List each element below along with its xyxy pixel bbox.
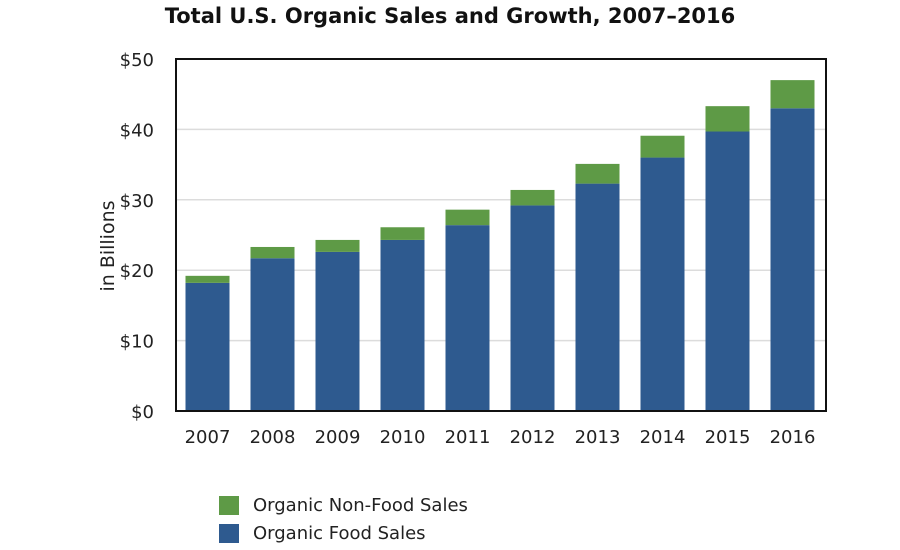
legend-swatch-food bbox=[219, 524, 239, 543]
y-tick-label: $50 bbox=[120, 50, 154, 71]
bar-food bbox=[445, 225, 490, 411]
y-tick-label: $30 bbox=[120, 191, 154, 212]
legend-label-non-food: Organic Non-Food Sales bbox=[253, 495, 468, 516]
bar-non-food bbox=[445, 209, 490, 226]
chart-title: Total U.S. Organic Sales and Growth, 200… bbox=[164, 4, 736, 28]
bar-food bbox=[250, 258, 295, 411]
bar-food bbox=[185, 282, 230, 411]
bar-non-food bbox=[250, 246, 295, 259]
bar-non-food bbox=[510, 189, 555, 206]
x-tick-label: 2010 bbox=[380, 427, 426, 448]
bar-non-food bbox=[770, 80, 815, 109]
bar-food bbox=[770, 108, 815, 411]
bar-non-food bbox=[640, 135, 685, 158]
bar-food bbox=[705, 131, 750, 411]
bar-non-food bbox=[380, 227, 425, 240]
y-tick-label: $20 bbox=[120, 261, 154, 282]
legend-label-food: Organic Food Sales bbox=[253, 523, 426, 544]
bar-food bbox=[575, 183, 620, 411]
x-tick-label: 2012 bbox=[510, 427, 556, 448]
legend-item-non-food: Organic Non-Food Sales bbox=[219, 495, 468, 516]
x-tick-label: 2011 bbox=[445, 427, 491, 448]
y-tick-label: $0 bbox=[131, 402, 154, 423]
bar-food bbox=[640, 157, 685, 411]
y-axis-label: in Billions bbox=[97, 200, 119, 292]
x-tick-label: 2009 bbox=[315, 427, 361, 448]
bar-non-food bbox=[575, 163, 620, 184]
x-tick-label: 2016 bbox=[770, 427, 816, 448]
bar-food bbox=[315, 251, 360, 411]
x-tick-label: 2013 bbox=[575, 427, 621, 448]
plot-frame bbox=[175, 58, 827, 412]
bar-non-food bbox=[315, 239, 360, 252]
legend-swatch-non-food bbox=[219, 496, 239, 515]
y-tick-label: $40 bbox=[120, 120, 154, 141]
legend-item-food: Organic Food Sales bbox=[219, 523, 426, 544]
x-tick-label: 2008 bbox=[250, 427, 296, 448]
x-tick-label: 2015 bbox=[705, 427, 751, 448]
stacked-bar-chart: $0 $10 $20 $30 $40 $50 2007 2008 2009 2010 2011 201… bbox=[120, 50, 827, 448]
x-tick-label: 2007 bbox=[185, 427, 231, 448]
x-tick-label: 2014 bbox=[640, 427, 686, 448]
bar-non-food bbox=[705, 106, 750, 132]
bar-food bbox=[380, 239, 425, 411]
y-tick-label: $10 bbox=[120, 332, 154, 353]
bar-food bbox=[510, 205, 555, 411]
bar-non-food bbox=[185, 275, 230, 283]
